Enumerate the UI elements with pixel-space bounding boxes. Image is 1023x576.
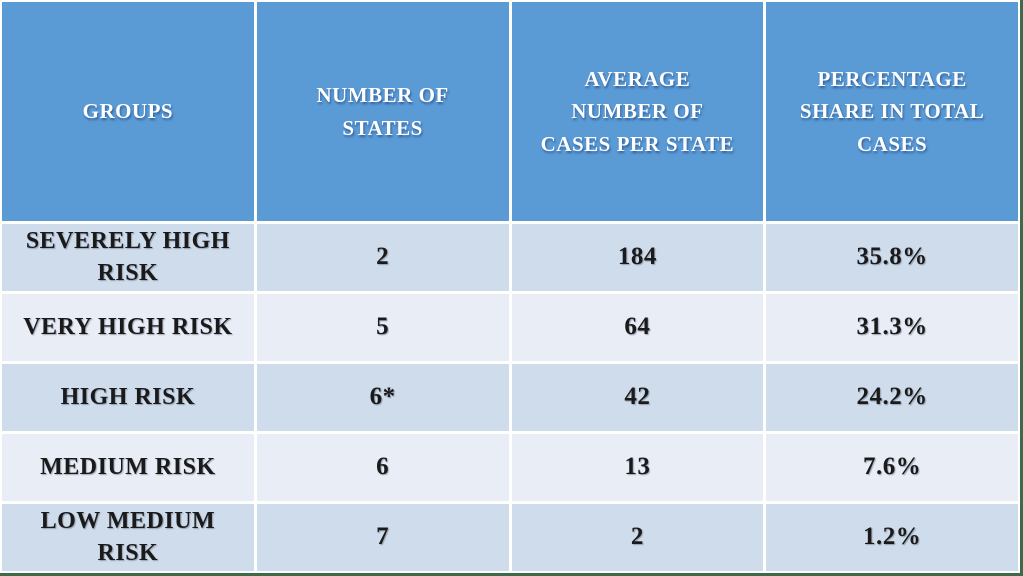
header-cell-groups: GROUPS — [2, 2, 254, 221]
cell-pct-share: 1.2% — [766, 504, 1018, 571]
cell-avg-cases: 64 — [511, 294, 764, 361]
cell-avg-cases: 184 — [511, 224, 764, 291]
cell-states: 7 — [256, 504, 509, 571]
header-cell-percentage-share: PERCENTAGE SHARE IN TOTAL CASES — [766, 2, 1018, 221]
cell-avg-cases: 42 — [511, 364, 764, 431]
cell-pct-share: 31.3% — [766, 294, 1018, 361]
cell-pct-share: 7.6% — [766, 434, 1018, 501]
cell-avg-cases: 2 — [511, 504, 764, 571]
cell-avg-cases: 13 — [511, 434, 764, 501]
cell-states: 6* — [256, 364, 509, 431]
header-cell-average-cases-per-state: AVERAGE NUMBER OF CASES PER STATE — [511, 2, 764, 221]
cell-group: MEDIUM RISK — [2, 434, 254, 501]
cell-group: VERY HIGH RISK — [2, 294, 254, 361]
cell-pct-share: 35.8% — [766, 224, 1018, 291]
cell-pct-share: 24.2% — [766, 364, 1018, 431]
cell-group: HIGH RISK — [2, 364, 254, 431]
cell-states: 5 — [256, 294, 509, 361]
cell-group: LOW MEDIUM RISK — [2, 504, 254, 571]
cell-states: 6 — [256, 434, 509, 501]
cell-group: SEVERELY HIGH RISK — [2, 224, 254, 291]
cell-states: 2 — [256, 224, 509, 291]
header-cell-number-of-states: NUMBER OF STATES — [256, 2, 509, 221]
